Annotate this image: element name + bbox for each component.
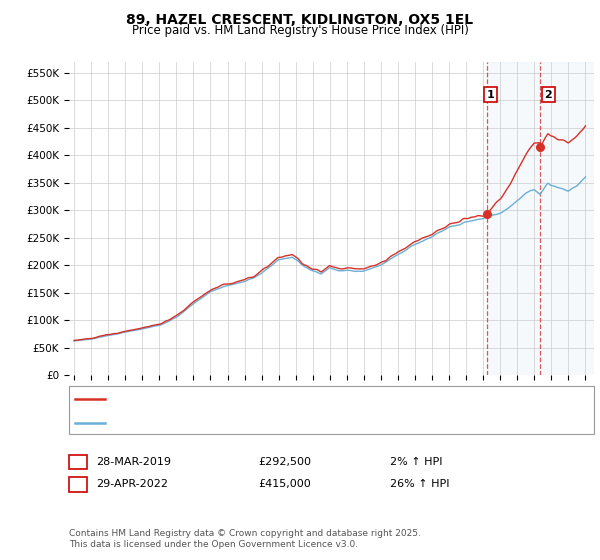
Text: 1: 1 (487, 90, 494, 100)
Text: 26% ↑ HPI: 26% ↑ HPI (390, 479, 449, 489)
Text: £415,000: £415,000 (258, 479, 311, 489)
Bar (487, 62, 594, 375)
Text: HPI: Average price, semi-detached house, Cherwell: HPI: Average price, semi-detached house,… (111, 418, 367, 428)
Text: 2% ↑ HPI: 2% ↑ HPI (390, 457, 443, 467)
Text: 29-APR-2022: 29-APR-2022 (96, 479, 168, 489)
Text: 2: 2 (74, 479, 82, 489)
Text: Price paid vs. HM Land Registry's House Price Index (HPI): Price paid vs. HM Land Registry's House … (131, 24, 469, 38)
Text: £292,500: £292,500 (258, 457, 311, 467)
Text: Contains HM Land Registry data © Crown copyright and database right 2025.
This d: Contains HM Land Registry data © Crown c… (69, 529, 421, 549)
Text: 1: 1 (74, 457, 82, 467)
Text: 89, HAZEL CRESCENT, KIDLINGTON, OX5 1EL (semi-detached house): 89, HAZEL CRESCENT, KIDLINGTON, OX5 1EL … (111, 394, 453, 404)
Text: 28-MAR-2019: 28-MAR-2019 (96, 457, 171, 467)
Text: 89, HAZEL CRESCENT, KIDLINGTON, OX5 1EL: 89, HAZEL CRESCENT, KIDLINGTON, OX5 1EL (127, 13, 473, 27)
Text: 2: 2 (545, 90, 553, 100)
